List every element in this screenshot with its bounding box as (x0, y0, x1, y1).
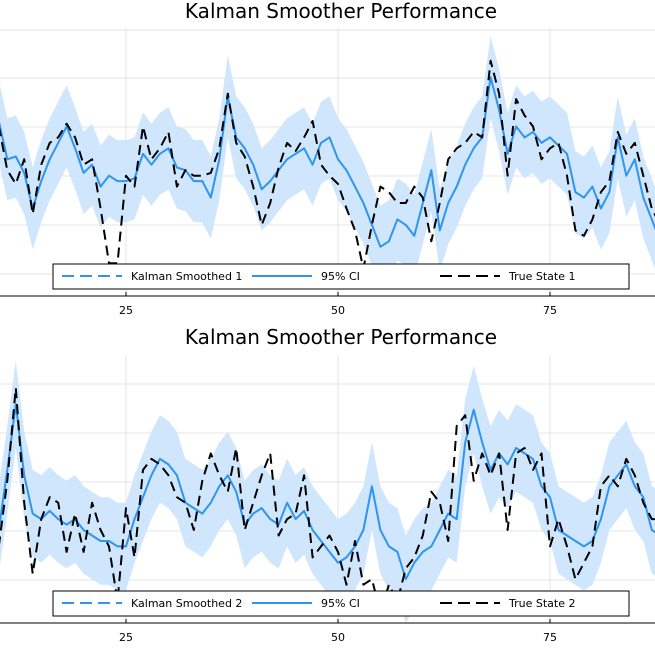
legend-true-label: True State 2 (508, 597, 575, 610)
true-state-line (0, 59, 655, 270)
x-tick-label: 25 (119, 631, 133, 644)
panel-1-ci-band (0, 36, 655, 288)
x-tick-label: 75 (543, 631, 557, 644)
panel-2-series (0, 386, 655, 614)
x-tick-label: 75 (543, 304, 557, 317)
legend-box (52, 590, 630, 617)
x-tick-label: 50 (331, 631, 345, 644)
true-state-line (0, 386, 655, 614)
legend-smoothed-label: Kalman Smoothed 1 (131, 270, 242, 283)
panel-2-ci-band (0, 360, 655, 623)
panel-1-title: Kalman Smoother Performance (185, 0, 497, 23)
panel-1-legend: Kalman Smoothed 1 95% CI True State 1 (52, 263, 630, 290)
panel-2-legend: Kalman Smoothed 2 95% CI True State 2 (52, 590, 630, 617)
x-tick-label: 50 (331, 304, 345, 317)
panel-2-x-ticks: 25 50 75 (119, 619, 557, 644)
legend-box (52, 263, 630, 290)
legend-ci-label: 95% CI (321, 597, 360, 610)
panel-1-series (0, 59, 655, 270)
ci-band-area (0, 36, 655, 288)
panel-2: Kalman Smoother Performance 25 50 75 Kalma… (0, 325, 655, 644)
legend-ci-label: 95% CI (321, 270, 360, 283)
panel-2-title: Kalman Smoother Performance (185, 325, 497, 349)
legend-true-label: True State 1 (508, 270, 575, 283)
smoothed-line (0, 76, 655, 248)
panel-1-x-ticks: 25 50 75 (119, 292, 557, 317)
x-tick-label: 25 (119, 304, 133, 317)
panel-1: Kalman Smoother Performance 25 50 75 Kalma… (0, 0, 655, 317)
smoothed-line (0, 403, 655, 581)
ci-band-area (0, 360, 655, 623)
legend-smoothed-label: Kalman Smoothed 2 (131, 597, 242, 610)
